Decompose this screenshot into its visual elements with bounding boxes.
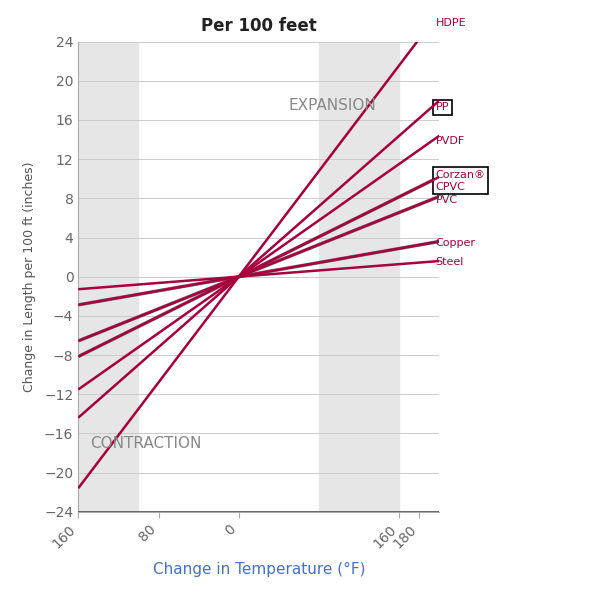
Text: HDPE: HDPE: [435, 18, 466, 28]
Text: EXPANSION: EXPANSION: [289, 98, 377, 113]
Text: CONTRACTION: CONTRACTION: [90, 436, 202, 451]
X-axis label: Change in Temperature (°F): Change in Temperature (°F): [153, 562, 365, 577]
Bar: [78, 42, 138, 512]
Text: Steel: Steel: [435, 256, 464, 267]
Title: Per 100 feet: Per 100 feet: [201, 17, 317, 35]
Text: PP: PP: [435, 102, 449, 112]
Y-axis label: Change in Length per 100 ft (inches): Change in Length per 100 ft (inches): [23, 161, 36, 392]
Text: PVDF: PVDF: [435, 136, 465, 146]
Bar: [319, 42, 399, 512]
Text: Corzan®
CPVC: Corzan® CPVC: [435, 170, 485, 192]
Text: Copper: Copper: [435, 238, 476, 248]
Text: PVC: PVC: [435, 195, 458, 205]
